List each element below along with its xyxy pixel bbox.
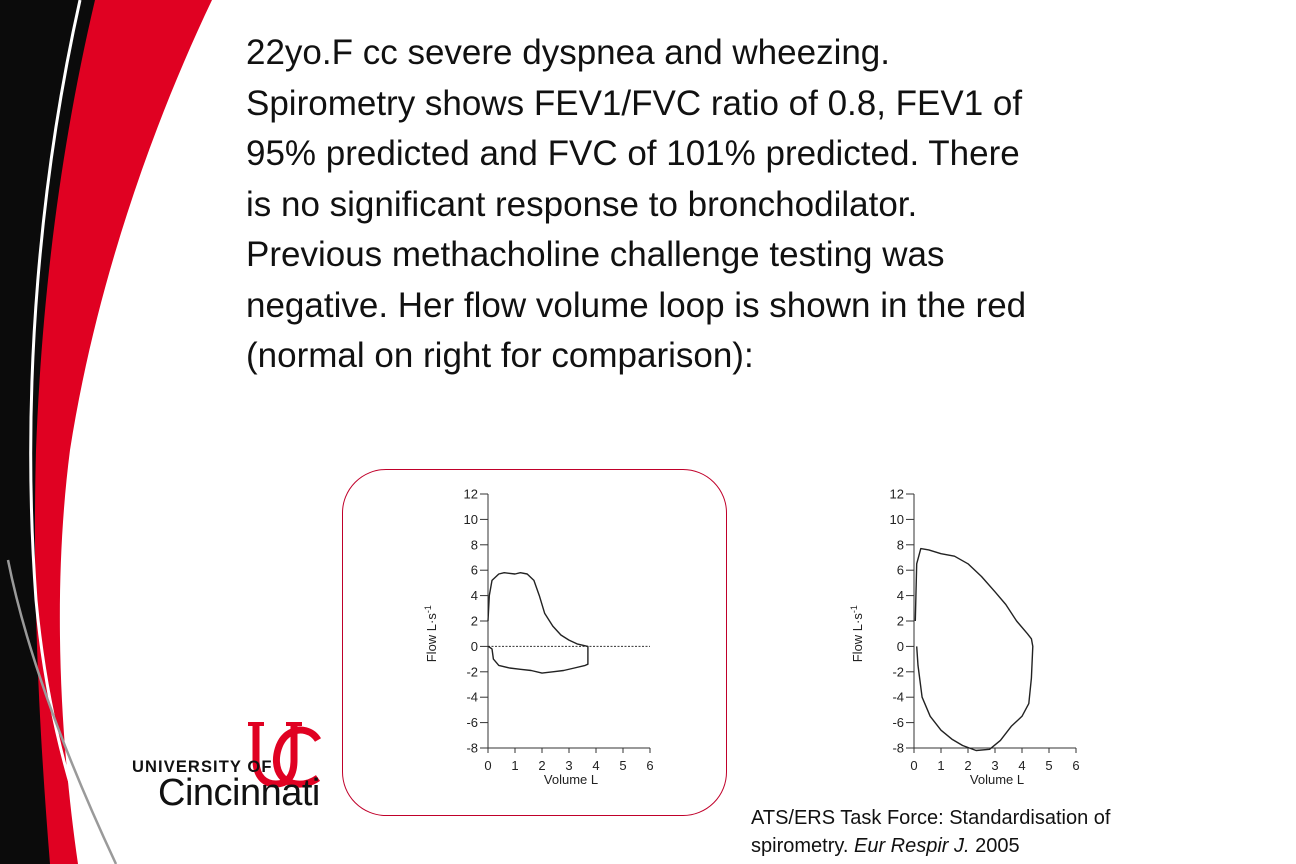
y-tick-label: 4 <box>471 588 478 603</box>
x-tick-label: 1 <box>937 758 944 773</box>
x-tick-label: 4 <box>1018 758 1025 773</box>
text-line: negative. Her flow volume loop is shown … <box>246 285 1027 325</box>
text-line: (normal on right for comparison): <box>246 336 754 375</box>
citation: ATS/ERS Task Force: Standardisation of s… <box>751 804 1221 860</box>
y-axis-label: Flow L·s-1 <box>423 605 439 662</box>
text-line: 95% predicted and FVC of 101% predicted.… <box>246 134 1020 173</box>
y-tick-label: 4 <box>897 588 904 603</box>
uc-logo-mark <box>248 722 321 788</box>
citation-journal: Eur Respir J. <box>853 835 970 857</box>
text-line: is no significant response to bronchodil… <box>246 184 918 224</box>
slide-body-text: 22yo.F cc severe dyspnea and wheezing. S… <box>246 28 1206 382</box>
y-tick-label: 2 <box>897 614 904 629</box>
y-axis-label: Flow L·s-1 <box>849 605 865 662</box>
x-tick-label: 2 <box>538 758 545 773</box>
y-tick-label: 6 <box>897 563 904 578</box>
x-tick-label: 2 <box>964 758 971 773</box>
gray-curve <box>6 559 118 864</box>
citation-year: 2005 <box>969 835 1020 857</box>
y-tick-label: -8 <box>466 741 478 756</box>
black-swoosh <box>0 0 95 864</box>
x-tick-label: 1 <box>511 758 518 773</box>
flow-volume-loop <box>914 547 1034 752</box>
logo-cincinnati: Cincinnati <box>158 772 320 814</box>
uc-monogram <box>252 726 321 788</box>
white-curve <box>29 0 100 864</box>
y-axis-label-superscript: -1 <box>849 605 859 613</box>
y-tick-label: 12 <box>890 487 904 502</box>
y-tick-label: 10 <box>890 512 904 527</box>
y-tick-label: -2 <box>892 664 904 679</box>
y-axis-label-superscript: -1 <box>423 605 433 613</box>
x-tick-label: 5 <box>619 758 626 773</box>
x-tick-label: 0 <box>910 758 917 773</box>
x-tick-label: 3 <box>565 758 572 773</box>
citation-prefix: spirometry. <box>751 835 854 857</box>
text-line: Spirometry shows FEV1/FVC ratio of 0.8, … <box>246 83 1023 123</box>
y-tick-label: 8 <box>471 537 478 552</box>
y-tick-label: -4 <box>466 690 478 705</box>
text-line: Previous methacholine challenge testing … <box>246 235 945 274</box>
x-axis-label: Volume L <box>970 772 1024 787</box>
x-tick-label: 5 <box>1045 758 1052 773</box>
text-line: 22yo.F cc severe dyspnea and wheezing. <box>246 33 890 72</box>
y-tick-label: 0 <box>471 639 478 654</box>
y-tick-label: 2 <box>471 614 478 629</box>
x-tick-label: 4 <box>592 758 599 773</box>
y-tick-label: 8 <box>897 537 904 552</box>
citation-line-2: spirometry. Eur Respir J. 2005 <box>751 832 1221 860</box>
x-tick-label: 0 <box>484 758 491 773</box>
citation-line-1: ATS/ERS Task Force: Standardisation of <box>751 807 1111 829</box>
patient-loop-highlight-box <box>342 469 727 816</box>
x-tick-label: 3 <box>991 758 998 773</box>
y-tick-label: -8 <box>892 741 904 756</box>
flow-volume-loop <box>487 571 589 674</box>
y-tick-label: 0 <box>897 639 904 654</box>
logo-university-of: UNIVERSITY OF <box>132 758 273 776</box>
y-tick-label: -2 <box>466 664 478 679</box>
y-tick-label: -4 <box>892 690 904 705</box>
x-axis-label: Volume L <box>544 772 598 787</box>
y-tick-label: 6 <box>471 563 478 578</box>
x-tick-label: 6 <box>1072 758 1079 773</box>
y-tick-label: 12 <box>464 487 478 502</box>
y-tick-label: -6 <box>466 715 478 730</box>
y-tick-label: 10 <box>464 512 478 527</box>
x-tick-label: 6 <box>646 758 653 773</box>
y-tick-label: -6 <box>892 715 904 730</box>
